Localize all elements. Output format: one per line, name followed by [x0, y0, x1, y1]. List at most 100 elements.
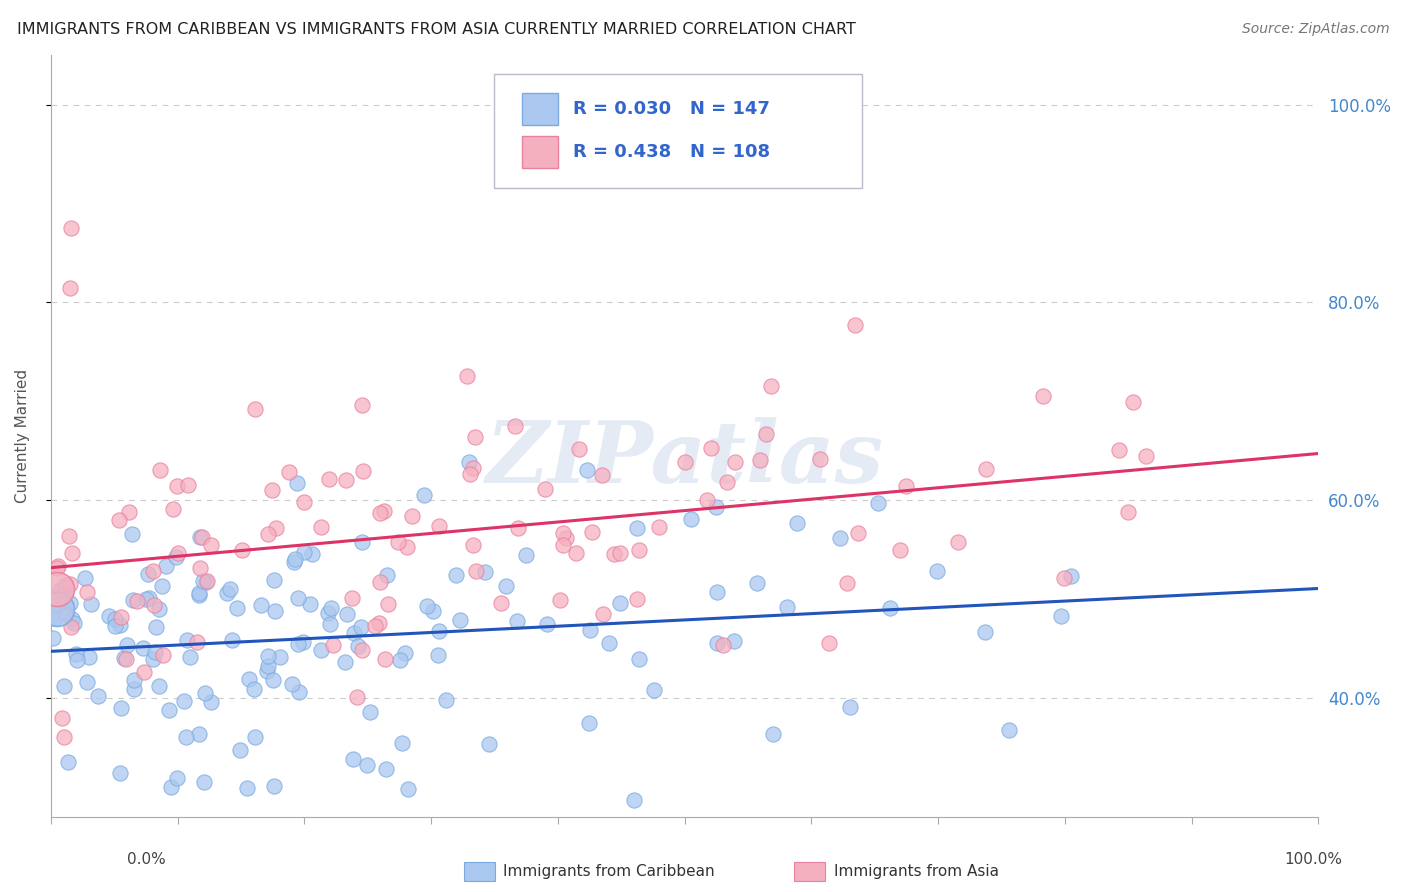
Point	[724, 455, 747, 469]
Point	[465, 564, 488, 578]
Point	[200, 695, 222, 709]
Point	[495, 579, 517, 593]
Point	[359, 705, 381, 719]
Point	[269, 650, 291, 665]
Y-axis label: Currently Married: Currently Married	[15, 368, 30, 503]
Point	[626, 592, 648, 607]
Point	[368, 615, 391, 630]
Point	[104, 619, 127, 633]
Point	[427, 624, 450, 639]
Point	[76, 585, 98, 599]
Point	[478, 737, 501, 751]
Point	[87, 689, 110, 703]
Point	[879, 601, 901, 615]
Point	[66, 653, 89, 667]
Point	[174, 730, 197, 744]
Point	[350, 620, 373, 634]
Point	[165, 549, 187, 564]
Point	[281, 677, 304, 691]
Point	[568, 442, 591, 457]
Point	[145, 620, 167, 634]
Point	[226, 601, 249, 615]
Point	[998, 723, 1021, 737]
Point	[256, 659, 278, 673]
Point	[464, 430, 486, 444]
Point	[818, 636, 841, 650]
Point	[444, 568, 467, 582]
Point	[846, 526, 869, 541]
Point	[889, 543, 911, 558]
Point	[387, 535, 409, 549]
Point	[786, 516, 808, 530]
Point	[591, 468, 613, 483]
Point	[264, 604, 287, 618]
Point	[217, 585, 239, 599]
Point	[243, 681, 266, 696]
Point	[648, 520, 671, 534]
Point	[41, 591, 63, 605]
Point	[257, 527, 280, 541]
Point	[755, 426, 778, 441]
Point	[581, 524, 603, 539]
Text: Source: ZipAtlas.com: Source: ZipAtlas.com	[1241, 22, 1389, 37]
Point	[143, 599, 166, 613]
Point	[152, 648, 174, 662]
Point	[188, 560, 211, 574]
FancyBboxPatch shape	[522, 136, 558, 168]
Text: R = 0.438   N = 108: R = 0.438 N = 108	[574, 143, 770, 161]
Point	[335, 473, 357, 487]
Point	[218, 582, 240, 596]
Point	[46, 602, 69, 616]
FancyBboxPatch shape	[522, 93, 558, 125]
Point	[458, 467, 481, 482]
Point	[553, 526, 575, 541]
Point	[45, 561, 67, 575]
Point	[592, 607, 614, 622]
Point	[46, 558, 69, 573]
Point	[609, 596, 631, 610]
Point	[235, 781, 257, 796]
Point	[110, 701, 132, 715]
Point	[316, 606, 339, 620]
Point	[122, 673, 145, 688]
Point	[427, 648, 450, 663]
Point	[548, 593, 571, 607]
Point	[598, 636, 620, 650]
Point	[287, 637, 309, 651]
Point	[461, 461, 484, 475]
Point	[80, 597, 103, 611]
Point	[250, 598, 273, 612]
Point	[79, 650, 101, 665]
Point	[53, 585, 76, 599]
Text: 100.0%: 100.0%	[1285, 852, 1343, 867]
Point	[449, 613, 471, 627]
Point	[51, 711, 73, 725]
Point	[157, 703, 180, 717]
Point	[346, 690, 368, 704]
Point	[401, 508, 423, 523]
Point	[262, 673, 284, 687]
Point	[565, 546, 588, 560]
Point	[176, 633, 198, 648]
Point	[434, 693, 457, 707]
Point	[112, 650, 135, 665]
Point	[194, 686, 217, 700]
Point	[375, 567, 398, 582]
Point	[124, 681, 146, 696]
Point	[319, 617, 342, 632]
Point	[292, 635, 315, 649]
Point	[603, 547, 626, 561]
Point	[162, 502, 184, 516]
Point	[388, 652, 411, 666]
Point	[396, 782, 419, 797]
Point	[292, 545, 315, 559]
Point	[808, 452, 831, 467]
FancyBboxPatch shape	[495, 74, 862, 188]
Point	[706, 636, 728, 650]
Point	[1059, 569, 1081, 583]
Point	[193, 574, 215, 589]
Point	[245, 401, 267, 416]
Point	[745, 576, 768, 591]
Point	[413, 488, 436, 502]
Point	[536, 616, 558, 631]
